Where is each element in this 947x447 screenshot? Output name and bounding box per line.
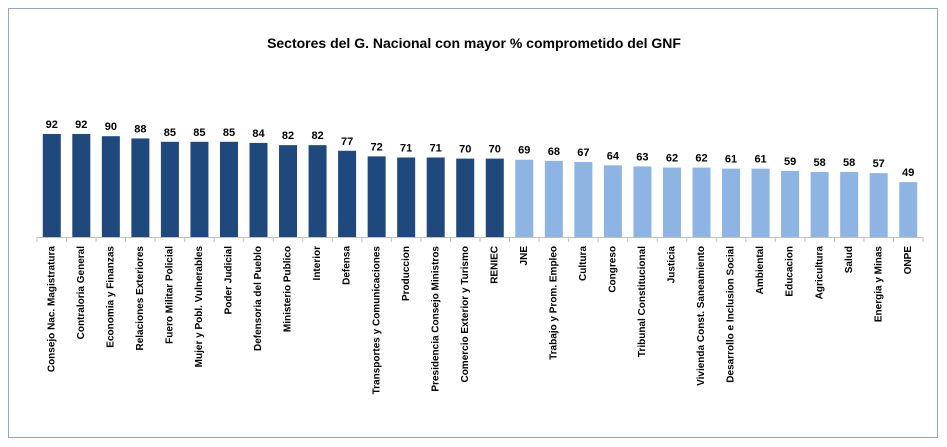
bar xyxy=(101,136,120,237)
x-tick-label: RENIEC xyxy=(489,246,500,284)
bar xyxy=(751,168,770,237)
bar xyxy=(367,156,386,237)
bar xyxy=(810,172,829,237)
x-tick-label: Desarrollo e Inclusion Social xyxy=(726,246,737,383)
x-tick-label: Salud xyxy=(844,246,855,273)
value-label: 77 xyxy=(341,136,353,148)
bar xyxy=(574,161,593,237)
value-label: 72 xyxy=(371,141,383,153)
bar xyxy=(426,157,445,237)
x-tick-label: Trabajo y Prom. Empleo xyxy=(548,246,559,360)
bar xyxy=(219,141,238,237)
x-tick-label: Interior xyxy=(312,246,323,281)
bar xyxy=(662,167,681,237)
x-tick-label: JNE xyxy=(519,246,530,266)
x-tick-label: Ministerio Publico xyxy=(283,246,294,332)
value-label: 62 xyxy=(695,153,707,165)
value-label: 58 xyxy=(814,157,826,169)
x-tick-label: ONPE xyxy=(903,246,914,275)
value-label: 85 xyxy=(193,127,205,139)
x-tick-label: Consejo Nac. Magistratura xyxy=(46,246,57,373)
bar xyxy=(603,165,622,237)
value-label: 70 xyxy=(459,144,471,156)
x-tick-label: Produccion xyxy=(401,246,412,301)
x-tick-label: Poder Judicial xyxy=(224,246,235,315)
x-tick-label: Comercio Exterior y Turismo xyxy=(460,246,471,383)
value-label: 49 xyxy=(902,167,914,179)
bar xyxy=(131,138,150,237)
value-label: 63 xyxy=(636,151,648,163)
x-tick-label: Contraloria General xyxy=(76,246,87,340)
bar xyxy=(190,141,209,237)
value-label: 64 xyxy=(607,150,620,162)
bar xyxy=(160,141,179,237)
bar xyxy=(308,145,327,237)
x-tick-label: Energia y Minas xyxy=(873,246,884,323)
bar xyxy=(338,150,357,237)
x-tick-label: Tribunal Constitucional xyxy=(637,246,648,357)
bar xyxy=(397,157,416,237)
value-label: 71 xyxy=(430,142,442,154)
bar xyxy=(249,142,268,237)
value-label: 61 xyxy=(754,154,766,166)
bar xyxy=(633,166,652,237)
value-label: 85 xyxy=(223,127,235,139)
x-tick-label: Defensa xyxy=(342,246,353,285)
bar xyxy=(279,145,298,237)
chart-title: Sectores del G. Nacional con mayor % com… xyxy=(267,35,681,51)
bar xyxy=(544,160,563,237)
x-tick-label: Mujer y Pobl. Vulnerables xyxy=(194,246,205,368)
value-label: 69 xyxy=(518,145,530,157)
x-tick-label: Presidencia Consejo Ministros xyxy=(430,246,441,392)
value-label: 59 xyxy=(784,156,796,168)
x-tick-label: Agricultura xyxy=(814,246,825,300)
bar xyxy=(456,158,475,237)
value-label: 82 xyxy=(311,130,323,142)
value-label: 67 xyxy=(577,147,589,159)
x-tick-label: Transportes y Comunicaciones xyxy=(371,246,382,395)
value-label: 92 xyxy=(75,119,87,131)
value-label: 82 xyxy=(282,130,294,142)
value-label: 84 xyxy=(252,128,265,140)
bar xyxy=(722,168,741,237)
x-tick-label: Relaciones Exteriores xyxy=(135,246,146,351)
bar xyxy=(869,173,888,237)
x-tick-label: Cultura xyxy=(578,246,589,281)
bar xyxy=(42,133,61,237)
bar xyxy=(692,167,711,237)
x-tick-label: Justicia xyxy=(667,246,678,284)
value-label: 70 xyxy=(489,144,501,156)
bar xyxy=(485,158,504,237)
value-label: 62 xyxy=(666,153,678,165)
x-tick-label: Educacion xyxy=(785,246,796,297)
bar xyxy=(840,172,859,237)
value-label: 57 xyxy=(873,158,885,170)
bar xyxy=(899,182,918,237)
x-tick-label: Defensoria del Pueblo xyxy=(253,246,264,351)
value-label: 90 xyxy=(105,121,117,133)
x-tick-label: Vivienda Const. Saneamiento xyxy=(696,246,707,386)
value-label: 61 xyxy=(725,154,737,166)
value-label: 58 xyxy=(843,157,855,169)
value-label: 71 xyxy=(400,142,412,154)
bar xyxy=(72,133,91,237)
bar xyxy=(515,159,534,237)
value-label: 88 xyxy=(134,123,146,135)
value-label: 92 xyxy=(46,119,58,131)
x-tick-label: Congreso xyxy=(608,246,619,293)
bar xyxy=(781,170,800,237)
x-tick-label: Fuero Militar Policial xyxy=(165,246,176,344)
value-label: 85 xyxy=(164,127,176,139)
x-tick-label: Ambiental xyxy=(755,246,766,295)
value-label: 68 xyxy=(548,146,560,158)
x-tick-label: Economia y Finanzas xyxy=(105,246,116,348)
